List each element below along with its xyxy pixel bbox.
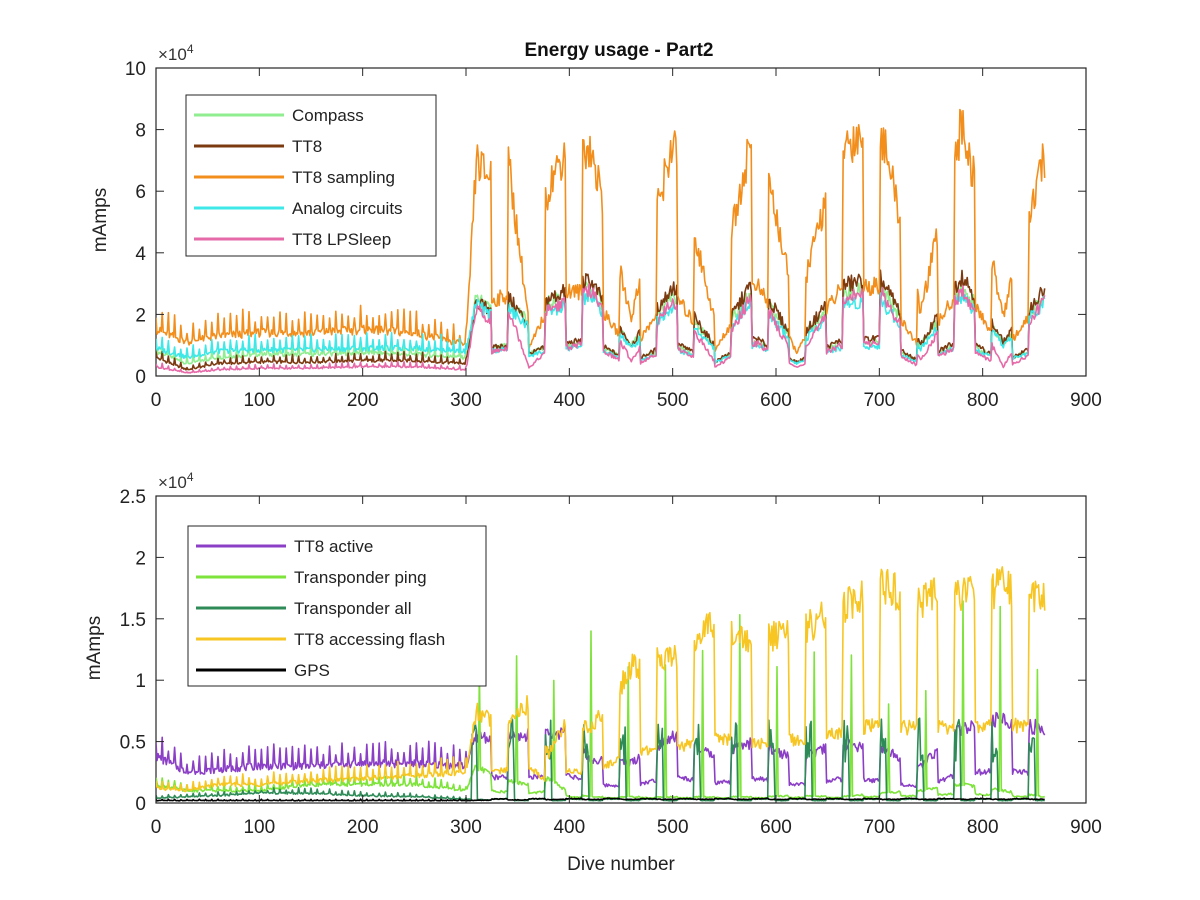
bottom-legend-label: Transponder ping <box>294 568 427 587</box>
top-x-tick-label: 200 <box>347 390 379 411</box>
bottom-y-axis-label: mAmps <box>84 616 105 680</box>
top-y-tick-label: 2 <box>135 305 146 326</box>
bottom-x-tick-label: 400 <box>553 817 585 838</box>
bottom-legend: TT8 active Transponder ping Transponder al… <box>187 525 487 687</box>
bottom-x-axis-label: Dive number <box>567 854 675 875</box>
top-y-tick-label: 10 <box>125 59 146 80</box>
bottom-x-tick-label: 200 <box>347 817 379 838</box>
top-y-axis-label: mAmps <box>90 188 111 252</box>
bottom-x-tick-label: 800 <box>967 817 999 838</box>
top-series-line-tt8-sampling <box>156 108 1046 355</box>
top-series-line-tt8 <box>156 269 1046 371</box>
bottom-y-tick-label: 2 <box>135 548 146 569</box>
bottom-legend-label: TT8 active <box>294 537 373 556</box>
top-y-tick-label: 0 <box>135 367 146 388</box>
top-x-tick-label: 400 <box>553 390 585 411</box>
bottom-y-tick-label: 0 <box>135 794 146 815</box>
bottom-series-line-tt8-active <box>156 711 1046 788</box>
bottom-legend-label: TT8 accessing flash <box>294 630 445 649</box>
top-legend: Compass TT8 TT8 sampling Analog circuits TT8… <box>185 94 437 257</box>
bottom-series-line-transponder-all <box>156 717 1045 802</box>
top-x-tick-label: 800 <box>967 390 999 411</box>
top-x-tick-label: 100 <box>243 390 275 411</box>
top-x-tick-label: 700 <box>863 390 895 411</box>
top-x-tick-label: 500 <box>657 390 689 411</box>
bottom-series-group <box>156 566 1046 802</box>
bottom-y-tick-label: 1.5 <box>120 610 146 631</box>
top-y-multiplier: ×104 <box>158 42 194 64</box>
bottom-chart: ×104 mAmps Dive number 0 100 200 300 400 500 6… <box>84 470 1102 875</box>
top-legend-label: TT8 <box>292 137 322 156</box>
top-legend-label: TT8 sampling <box>292 168 395 187</box>
bottom-y-multiplier-exponent: 4 <box>187 470 194 484</box>
bottom-series-line-tt8-accessing-flash <box>156 566 1046 793</box>
bottom-x-tick-label: 500 <box>657 817 689 838</box>
bottom-y-multiplier: ×104 <box>158 470 194 492</box>
top-x-tick-label: 300 <box>450 390 482 411</box>
top-x-tick-label: 900 <box>1070 390 1102 411</box>
top-legend-label: Compass <box>292 106 364 125</box>
bottom-x-tick-label: 100 <box>243 817 275 838</box>
top-series-line-tt8-lpsleep <box>156 283 1046 374</box>
bottom-y-tick-label: 1 <box>135 671 146 692</box>
bottom-x-tick-label: 0 <box>151 817 162 838</box>
top-x-tick-label: 600 <box>760 390 792 411</box>
bottom-y-multiplier-base: ×10 <box>158 473 187 492</box>
top-series-group <box>156 108 1046 374</box>
bottom-legend-label: GPS <box>294 661 330 680</box>
top-chart-title: Energy usage - Part2 <box>524 40 713 61</box>
top-y-multiplier-base: ×10 <box>158 45 187 64</box>
bottom-x-tick-label: 900 <box>1070 817 1102 838</box>
bottom-series-line-gps <box>156 797 1045 802</box>
bottom-y-tick-label: 2.5 <box>120 487 146 508</box>
bottom-series-line-transponder-ping <box>156 600 1046 800</box>
top-x-tick-label: 0 <box>151 390 162 411</box>
bottom-x-tick-label: 700 <box>863 817 895 838</box>
top-legend-label: TT8 LPSleep <box>292 230 391 249</box>
top-y-tick-label: 6 <box>135 182 146 203</box>
bottom-legend-label: Transponder all <box>294 599 412 618</box>
top-y-tick-label: 4 <box>135 244 146 265</box>
bottom-legend-box <box>187 525 487 687</box>
top-chart: Energy usage - Part2 ×104 mAmps 0 100 200 3… <box>90 40 1102 411</box>
top-y-multiplier-exponent: 4 <box>187 42 194 56</box>
bottom-x-tick-label: 600 <box>760 817 792 838</box>
bottom-y-tick-label: 0.5 <box>120 733 146 754</box>
top-y-tick-label: 8 <box>135 121 146 142</box>
bottom-x-tick-label: 300 <box>450 817 482 838</box>
top-legend-label: Analog circuits <box>292 199 403 218</box>
